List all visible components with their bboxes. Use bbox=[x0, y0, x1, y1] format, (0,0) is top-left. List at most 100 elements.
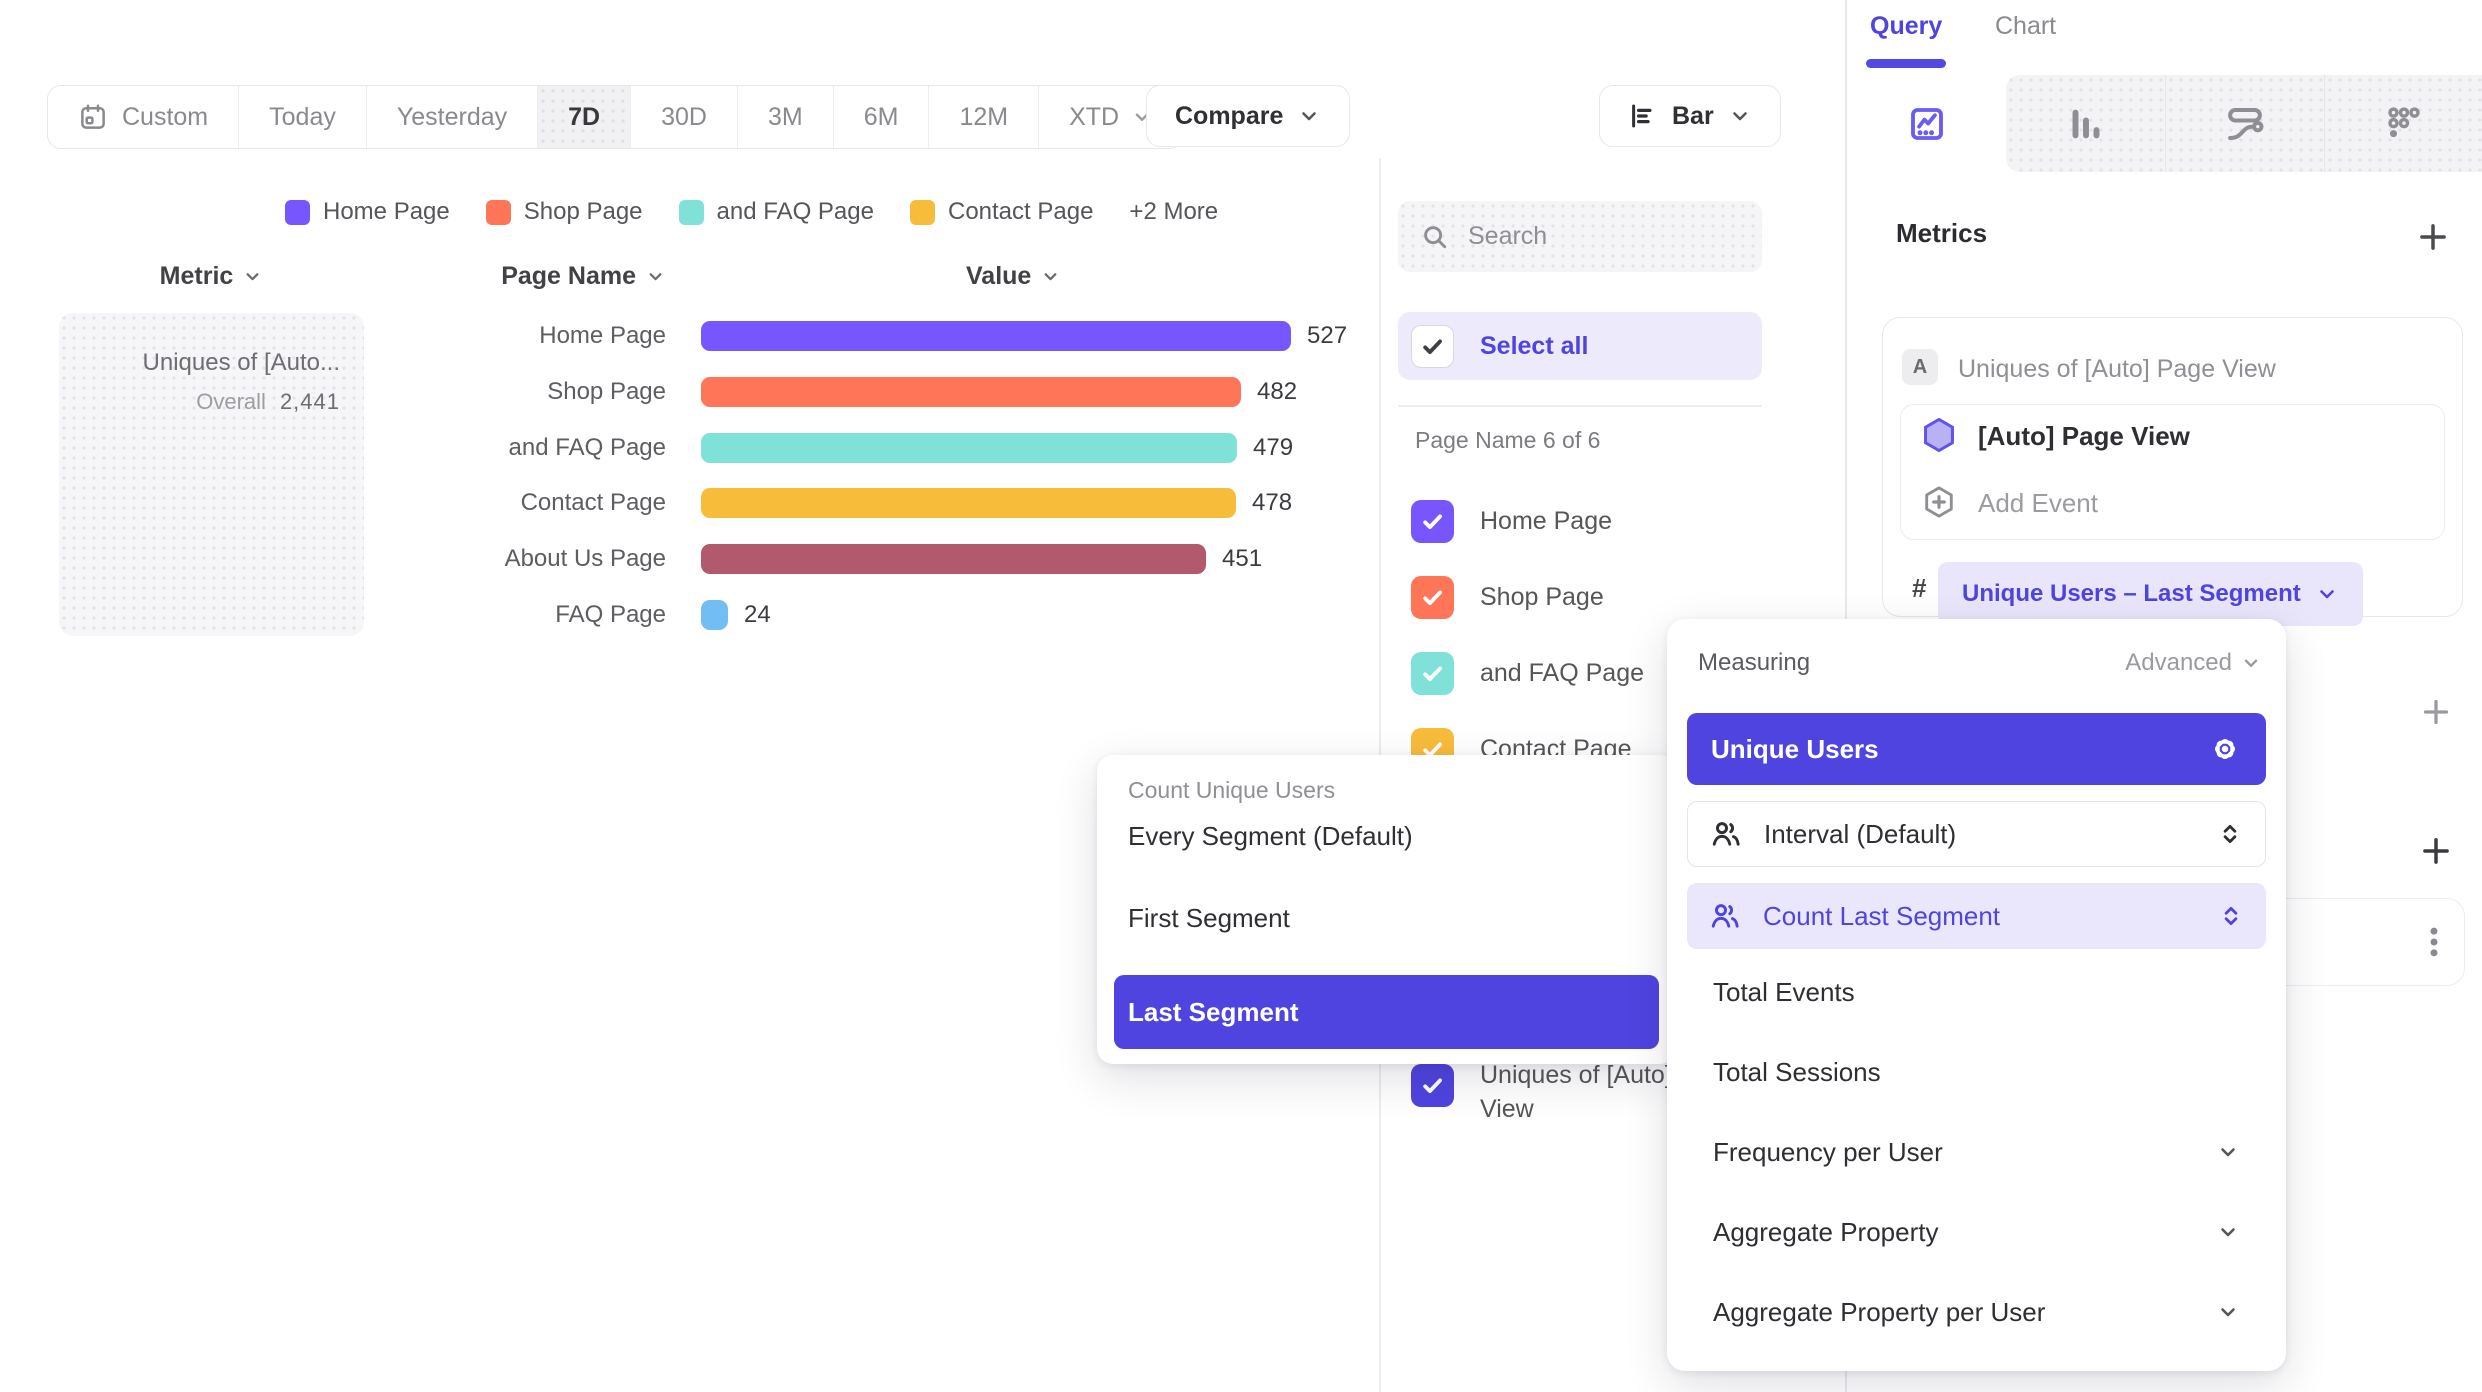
segment-label: and FAQ Page bbox=[1480, 658, 1645, 687]
chart-type-label: Bar bbox=[1672, 101, 1714, 130]
segment-section-label: Page Name 6 of 6 bbox=[1415, 427, 1601, 453]
report-tab-retention[interactable] bbox=[2324, 75, 2482, 172]
segment-list-item[interactable]: and FAQ Page bbox=[1398, 644, 1644, 702]
add-filter-icon[interactable] bbox=[2418, 694, 2454, 730]
legend-item[interactable]: Contact Page bbox=[909, 198, 1094, 226]
date-range-yesterday[interactable]: Yesterday bbox=[367, 86, 539, 148]
date-range-30d[interactable]: 30D bbox=[631, 86, 738, 148]
bar[interactable] bbox=[701, 600, 728, 630]
measuring-option-aggregate-property[interactable]: Aggregate Property bbox=[1687, 1203, 2266, 1261]
date-range-12m[interactable]: 12M bbox=[929, 86, 1040, 148]
add-breakdown-icon[interactable] bbox=[2417, 832, 2455, 870]
add-metric-icon[interactable] bbox=[2414, 218, 2452, 256]
measuring-option-total-sessions[interactable]: Total Sessions bbox=[1687, 1043, 2266, 1101]
date-range-label: 12M bbox=[959, 102, 1009, 131]
bar[interactable] bbox=[701, 544, 1206, 574]
divider bbox=[1398, 405, 1762, 407]
bar[interactable] bbox=[701, 433, 1237, 463]
report-tab-flows[interactable] bbox=[2165, 75, 2324, 172]
segment-label: Shop Page bbox=[1480, 582, 1604, 611]
table-row[interactable]: About Us Page 451 bbox=[300, 531, 1262, 587]
date-range-label: Yesterday bbox=[396, 102, 508, 131]
row-page-name: FAQ Page bbox=[555, 601, 666, 628]
gear-icon[interactable] bbox=[2208, 732, 2242, 766]
measuring-option-total-events[interactable]: Total Events bbox=[1687, 963, 2266, 1021]
segment-search-input[interactable]: Search bbox=[1398, 201, 1762, 272]
count-option-last-segment[interactable]: Last Segment bbox=[1114, 975, 1659, 1049]
column-header-page-name[interactable]: Page Name bbox=[366, 262, 666, 291]
kebab-menu-icon[interactable] bbox=[2414, 922, 2454, 962]
legend-label: Home Page bbox=[323, 198, 450, 225]
segment-checkbox[interactable] bbox=[1411, 651, 1454, 695]
interval-default-row[interactable]: Interval (Default) bbox=[1687, 801, 2266, 867]
column-header-value[interactable]: Value bbox=[966, 262, 1061, 291]
bar[interactable] bbox=[701, 488, 1236, 518]
date-range-6m[interactable]: 6M bbox=[834, 86, 930, 148]
bar[interactable] bbox=[701, 377, 1241, 407]
checkmark-icon bbox=[1419, 1072, 1446, 1099]
count-option-first-segment[interactable]: First Segment bbox=[1128, 902, 1290, 933]
table-row[interactable]: Home Page 527 bbox=[300, 308, 1347, 364]
retention-dots-icon bbox=[2383, 103, 2425, 145]
legend-item[interactable]: Shop Page bbox=[485, 198, 643, 226]
report-tab-funnels[interactable] bbox=[2006, 75, 2165, 172]
measurement-dropdown[interactable]: Unique Users – Last Segment bbox=[1938, 562, 2363, 626]
value-header-label: Value bbox=[966, 262, 1032, 290]
count-option-every-segment-default-[interactable]: Every Segment (Default) bbox=[1128, 820, 1413, 851]
table-row[interactable]: and FAQ Page 479 bbox=[300, 420, 1293, 476]
bar-value: 479 bbox=[1253, 434, 1294, 461]
chart-type-select[interactable]: Bar bbox=[1599, 85, 1781, 147]
option-label: Frequency per User bbox=[1713, 1136, 1943, 1167]
metric-checkbox[interactable] bbox=[1411, 1064, 1454, 1107]
bar-value: 451 bbox=[1222, 545, 1263, 572]
table-row[interactable]: Shop Page 482 bbox=[300, 364, 1297, 420]
legend-swatch bbox=[909, 199, 935, 225]
chevron-down-icon bbox=[1131, 106, 1153, 128]
select-all-label: Select all bbox=[1480, 331, 1589, 360]
segment-list-item[interactable]: Shop Page bbox=[1398, 568, 1604, 626]
table-row[interactable]: Contact Page 478 bbox=[300, 475, 1292, 531]
advanced-dropdown[interactable]: Advanced bbox=[2125, 649, 2262, 677]
report-tab-insights[interactable] bbox=[1847, 75, 2006, 172]
compare-label: Compare bbox=[1175, 101, 1284, 130]
count-last-segment-label: Count Last Segment bbox=[1763, 900, 2001, 931]
checkmark-icon bbox=[1419, 508, 1446, 535]
legend-more[interactable]: +2 More bbox=[1129, 198, 1219, 225]
count-last-segment-row[interactable]: Count Last Segment bbox=[1687, 883, 2266, 949]
chevron-down-icon bbox=[1728, 104, 1752, 128]
tab-query[interactable]: Query bbox=[1870, 12, 1943, 40]
chevron-down-icon bbox=[2216, 1220, 2240, 1244]
legend-label: Contact Page bbox=[947, 198, 1094, 225]
measuring-option-unique-users[interactable]: Unique Users bbox=[1687, 713, 2266, 785]
option-label: Total Sessions bbox=[1713, 1056, 1881, 1087]
date-range-today[interactable]: Today bbox=[239, 86, 367, 148]
date-range-custom[interactable]: Custom bbox=[48, 86, 240, 148]
column-header-metric[interactable]: Metric bbox=[59, 262, 364, 291]
calendar-icon bbox=[78, 102, 108, 132]
tab-chart[interactable]: Chart bbox=[1995, 12, 2057, 40]
event-name[interactable]: [Auto] Page View bbox=[1978, 421, 2190, 451]
date-range-3m[interactable]: 3M bbox=[738, 86, 834, 148]
insights-chart-icon bbox=[1906, 103, 1948, 145]
metric-summary-card[interactable]: Uniques of [Auto... Overall 2,441 bbox=[59, 313, 364, 636]
select-all-checkbox[interactable] bbox=[1411, 324, 1454, 368]
bar[interactable] bbox=[701, 321, 1291, 351]
measuring-option-aggregate-property-per-user[interactable]: Aggregate Property per User bbox=[1687, 1283, 2266, 1341]
measuring-header: Measuring Advanced bbox=[1698, 649, 2262, 677]
legend-item[interactable]: Home Page bbox=[285, 198, 450, 226]
segment-list-item[interactable]: Home Page bbox=[1398, 492, 1612, 550]
select-all-row[interactable]: Select all bbox=[1398, 312, 1762, 380]
compare-button[interactable]: Compare bbox=[1146, 85, 1351, 147]
segment-checkbox[interactable] bbox=[1411, 575, 1454, 619]
segment-checkbox[interactable] bbox=[1411, 499, 1454, 543]
legend-item[interactable]: and FAQ Page bbox=[678, 198, 874, 226]
date-range-7d[interactable]: 7D bbox=[538, 86, 632, 148]
table-row[interactable]: FAQ Page 24 bbox=[300, 587, 771, 643]
date-range-xtd[interactable]: XTD bbox=[1039, 86, 1183, 148]
add-event-button[interactable]: Add Event bbox=[1978, 488, 2098, 518]
chevron-down-icon bbox=[2216, 1140, 2240, 1164]
bar-value: 482 bbox=[1257, 378, 1298, 405]
metric-summary-text: Uniques of [Auto... Overall 2,441 bbox=[143, 349, 340, 415]
measuring-option-frequency-per-user[interactable]: Frequency per User bbox=[1687, 1123, 2266, 1181]
